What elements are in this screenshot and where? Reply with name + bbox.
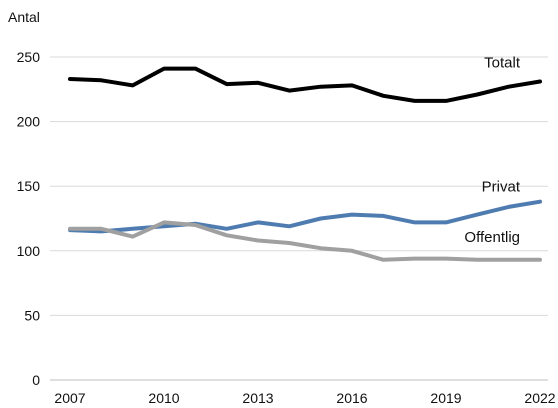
y-tick-label: 50 [24, 307, 40, 323]
y-tick-label: 250 [17, 49, 41, 65]
series-line-totalt [68, 66, 542, 103]
series-label-offentlig: Offentlig [464, 229, 520, 246]
series-line-privat [68, 199, 542, 234]
series-lines [68, 66, 542, 262]
x-tick-label: 2007 [54, 390, 85, 406]
x-tick-label: 2022 [524, 390, 555, 406]
x-tick-label: 2016 [336, 390, 367, 406]
series-label-privat: Privat [482, 179, 521, 196]
y-tick-label: 200 [17, 114, 41, 130]
tick-labels: 0 50 100 150 200 250 2007 2010 2013 2016 2019 2022 [17, 49, 556, 406]
y-axis-title: Antal [8, 9, 40, 25]
series-line-offentlig [68, 220, 542, 262]
series-labels: Totalt Privat Offentlig [464, 55, 520, 246]
y-tick-label: 150 [17, 178, 41, 194]
x-tick-label: 2019 [430, 390, 461, 406]
y-tick-label: 0 [32, 372, 40, 388]
series-label-totalt: Totalt [484, 55, 521, 72]
x-tick-label: 2013 [242, 390, 273, 406]
gridlines [50, 56, 548, 381]
y-tick-label: 100 [17, 243, 41, 259]
x-tick-label: 2010 [148, 390, 179, 406]
